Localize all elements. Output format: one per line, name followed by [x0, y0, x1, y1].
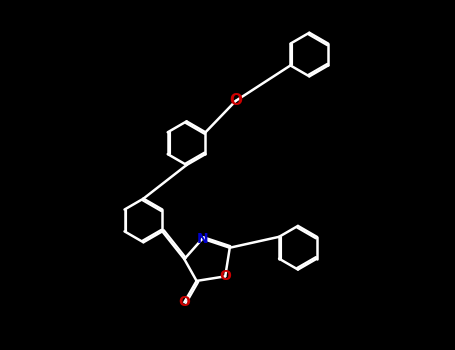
Text: O: O — [229, 93, 242, 108]
Text: O: O — [219, 270, 231, 284]
Text: O: O — [178, 295, 190, 309]
Text: N: N — [197, 232, 208, 246]
